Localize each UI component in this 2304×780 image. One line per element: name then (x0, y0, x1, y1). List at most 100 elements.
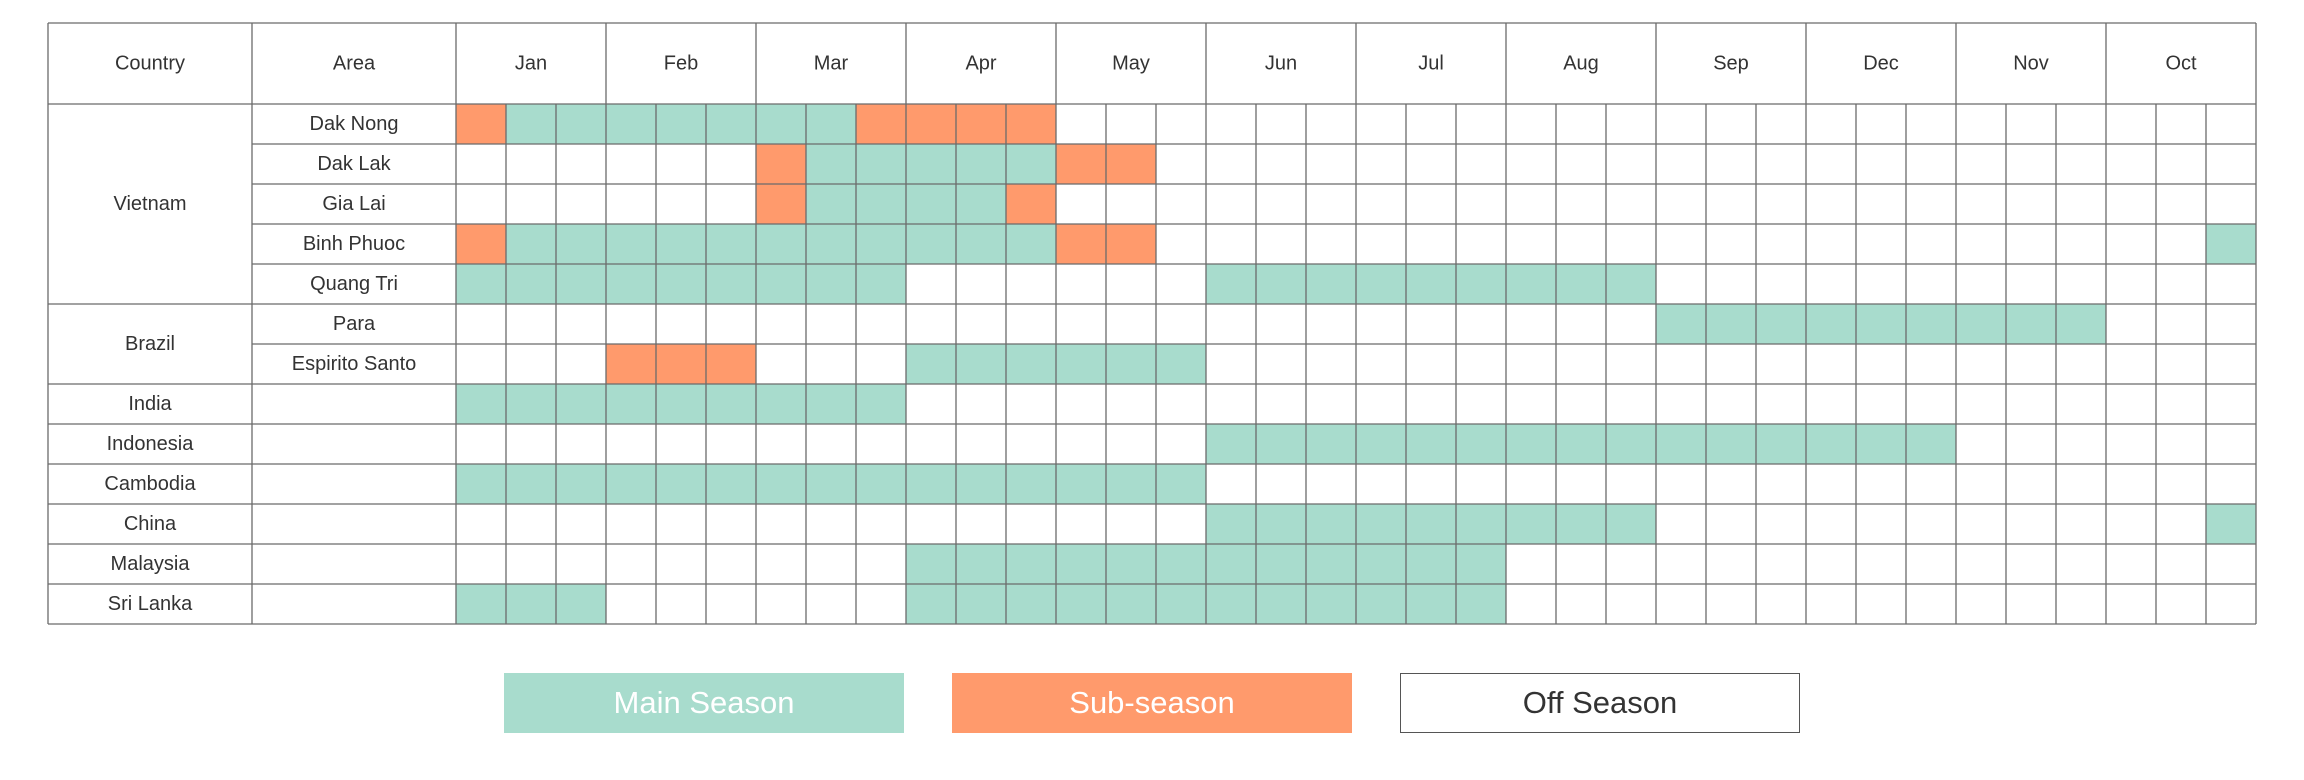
season-cell-main (1856, 424, 1906, 464)
month-header-mar: Mar (814, 53, 849, 75)
season-cell-main (506, 224, 556, 264)
season-cell-main (556, 384, 606, 424)
season-cell-sub (1006, 104, 1056, 144)
season-cell-sub (456, 104, 506, 144)
season-cell-main (906, 544, 956, 584)
season-cell-main (1406, 424, 1456, 464)
season-cell-main (2006, 304, 2056, 344)
month-header-nov: Nov (2013, 53, 2049, 75)
season-cell-main (756, 264, 806, 304)
area-label: Quang Tri (310, 273, 398, 295)
season-cell-main (1756, 424, 1806, 464)
season-cell-sub (906, 104, 956, 144)
season-cell-main (1406, 264, 1456, 304)
season-cell-main (906, 584, 956, 624)
legend-main-season: Main Season (504, 673, 904, 733)
season-cell-main (656, 464, 706, 504)
season-cell-main (1456, 504, 1506, 544)
season-cell-main (856, 144, 906, 184)
season-cell-main (806, 464, 856, 504)
season-cell-main (906, 464, 956, 504)
season-cell-main (1006, 344, 1056, 384)
season-cell-main (906, 144, 956, 184)
season-cell-main (1256, 504, 1306, 544)
header-area: Area (333, 53, 376, 75)
season-cell-main (606, 384, 656, 424)
season-cell-main (906, 184, 956, 224)
season-cell-main (656, 384, 706, 424)
season-cell-main (856, 384, 906, 424)
season-cell-main (1856, 304, 1906, 344)
season-cell-main (1606, 264, 1656, 304)
season-cell-sub (706, 344, 756, 384)
season-cell-main (1206, 424, 1256, 464)
season-cell-main (1056, 464, 1106, 504)
season-cell-main (1706, 424, 1756, 464)
season-cell-main (756, 464, 806, 504)
season-cell-sub (456, 224, 506, 264)
season-cell-main (556, 104, 606, 144)
season-cell-main (1806, 424, 1856, 464)
season-cell-main (506, 584, 556, 624)
season-cell-main (606, 464, 656, 504)
season-cell-main (806, 144, 856, 184)
season-cell-main (1206, 544, 1256, 584)
season-cell-main (556, 224, 606, 264)
season-cell-main (1356, 504, 1406, 544)
season-cell-main (1106, 544, 1156, 584)
season-cell-sub (856, 104, 906, 144)
season-cell-main (1506, 264, 1556, 304)
season-cell-main (706, 224, 756, 264)
season-cell-main (1106, 584, 1156, 624)
season-cell-main (1456, 264, 1506, 304)
season-cell-main (1306, 584, 1356, 624)
country-label: China (124, 513, 177, 535)
country-label: Brazil (125, 333, 175, 355)
season-cell-main (1556, 424, 1606, 464)
area-label: Dak Nong (310, 113, 399, 135)
season-cell-sub (756, 144, 806, 184)
season-cell-main (1506, 504, 1556, 544)
season-cell-main (556, 584, 606, 624)
season-cell-sub (1056, 144, 1106, 184)
season-cell-main (956, 144, 1006, 184)
season-cell-sub (956, 104, 1006, 144)
season-cell-main (1056, 584, 1106, 624)
area-label: Dak Lak (317, 153, 391, 175)
season-cell-main (2206, 224, 2256, 264)
season-cell-main (1406, 544, 1456, 584)
season-cell-main (1506, 424, 1556, 464)
season-cell-main (1456, 584, 1506, 624)
month-header-jul: Jul (1418, 53, 1444, 75)
season-cell-main (456, 384, 506, 424)
season-cell-main (1206, 264, 1256, 304)
season-cell-main (1706, 304, 1756, 344)
season-cell-main (756, 384, 806, 424)
season-cell-main (956, 544, 1006, 584)
season-cell-main (1206, 504, 1256, 544)
season-cell-main (506, 264, 556, 304)
season-cell-main (1606, 424, 1656, 464)
season-cell-main (956, 584, 1006, 624)
season-cell-main (806, 384, 856, 424)
season-cell-main (1006, 544, 1056, 584)
season-cell-main (1406, 504, 1456, 544)
season-cell-main (1206, 584, 1256, 624)
season-cell-main (656, 264, 706, 304)
season-cell-main (1556, 264, 1606, 304)
season-cell-main (1156, 344, 1206, 384)
month-header-apr: Apr (965, 53, 996, 75)
season-cell-main (1356, 424, 1406, 464)
country-label: Cambodia (104, 473, 196, 495)
season-cell-main (1006, 144, 1056, 184)
season-cell-main (1156, 464, 1206, 504)
season-cell-main (1006, 224, 1056, 264)
area-label: Espirito Santo (292, 353, 417, 375)
season-cell-main (1756, 304, 1806, 344)
season-cell-main (1556, 504, 1606, 544)
season-cell-main (1456, 544, 1506, 584)
season-cell-main (1906, 424, 1956, 464)
season-cell-main (506, 104, 556, 144)
season-cell-main (1356, 544, 1406, 584)
